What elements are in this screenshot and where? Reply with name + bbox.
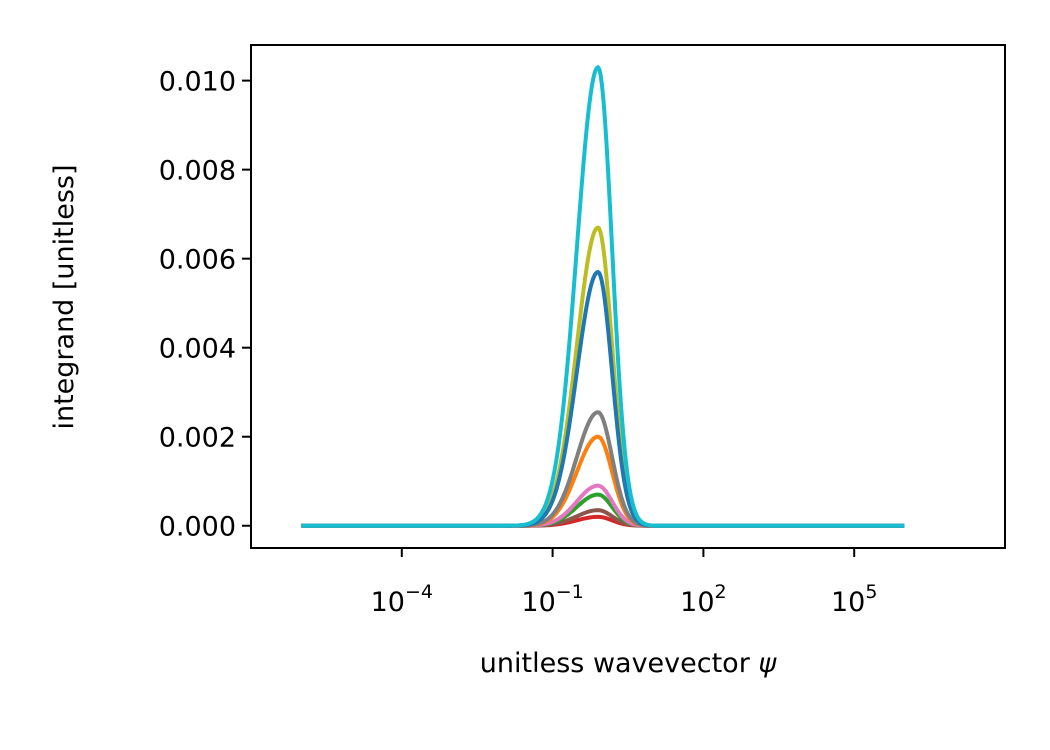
x-tick-base: 10 xyxy=(521,587,555,618)
series-line-9 xyxy=(300,65,906,528)
x-tick-base: 10 xyxy=(371,587,405,618)
x-tick-exponent: −4 xyxy=(405,581,433,603)
y-tick-label: 0.010 xyxy=(159,67,236,98)
series-line-7 xyxy=(300,410,906,528)
plot-frame xyxy=(250,44,1006,549)
y-axis-label: integrand [unitless] xyxy=(49,164,80,429)
x-tick-exponent: 5 xyxy=(865,581,877,603)
y-axis: 0.000 0.002 0.004 0.006 0.008 0.010 xyxy=(159,67,251,543)
x-tick-exponent: −1 xyxy=(556,581,584,603)
x-tick-label: 10−1 xyxy=(521,581,583,618)
x-tick-base: 10 xyxy=(831,587,865,618)
series-line-5 xyxy=(300,483,906,528)
x-tick-exponent: 2 xyxy=(715,581,727,603)
x-axis-label-symbol: ψ xyxy=(758,648,777,679)
x-tick-label: 10−4 xyxy=(371,581,433,618)
y-tick-label: 0.002 xyxy=(159,423,236,454)
y-tick-label: 0.006 xyxy=(159,245,236,276)
x-tick-label: 102 xyxy=(680,581,726,618)
y-tick-label: 0.008 xyxy=(159,156,236,187)
series-line-1 xyxy=(300,225,906,528)
x-tick-label: 105 xyxy=(831,581,877,618)
x-tick-base: 10 xyxy=(680,587,714,618)
series-layer xyxy=(300,65,906,528)
x-axis-label-text: unitless wavevector xyxy=(480,648,759,679)
x-axis-label: unitless wavevector ψ xyxy=(480,648,778,679)
x-axis: 10−4 10−1 102 105 xyxy=(371,548,877,618)
y-tick-label: 0.004 xyxy=(159,334,236,365)
y-tick-label: 0.000 xyxy=(159,512,236,543)
